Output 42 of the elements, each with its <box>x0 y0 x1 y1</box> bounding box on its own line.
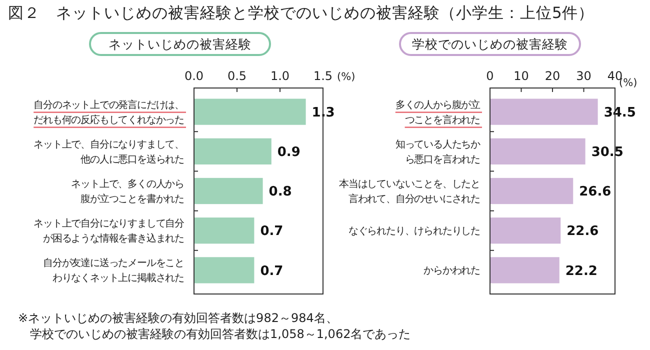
bar <box>490 257 560 284</box>
bar <box>490 218 561 244</box>
chart-subtitle: ネットいじめの被害経験 <box>108 36 252 52</box>
y-tick-label: からかわれた <box>424 266 481 277</box>
data-label: 22.2 <box>565 264 598 279</box>
bar <box>490 98 598 125</box>
y-tick-label: 多くの人から腹が立つことを言われた <box>395 98 481 126</box>
y-tick-label: 知っている人たちから悪口を言われた <box>395 138 481 166</box>
text: ※ネットいじめの被害経験の有効回答者数は982～984名、 <box>18 311 338 325</box>
chart-subtitle: 学校でのいじめの被害経験 <box>412 36 568 52</box>
bar <box>194 138 272 164</box>
x-tick-label: 30 <box>576 69 592 83</box>
data-label: 22.6 <box>566 224 599 240</box>
x-tick-label: 1.0 <box>270 69 290 83</box>
y-tick-label: なぐられたり、けられたりした <box>348 226 481 238</box>
y-tick-label: ネット上で、自分になりすまして、他の人に悪口を送られた <box>34 138 185 166</box>
data-label: 0.8 <box>268 184 292 200</box>
bar <box>194 257 254 284</box>
y-tick-label: ネット上で、多くの人から腹が立つことを書かれた <box>71 178 185 205</box>
y-tick-label: 自分のネット上での発言にだけは、だれも何の反応もしてくれなかった <box>34 98 185 126</box>
bar <box>490 138 586 164</box>
x-tick-label: 10 <box>514 69 529 83</box>
x-tick-label: 0 <box>486 69 494 83</box>
y-tick-label: 本当はしていないことを、したと言われて、自分のせいにされた <box>338 178 481 205</box>
bar <box>194 98 306 125</box>
y-tick-label: ネット上で自分になりすまして自分が困るような情報を書き込まれた <box>34 218 185 245</box>
data-label: 0.7 <box>260 264 284 279</box>
x-axis-title: (%) <box>337 71 356 83</box>
bar <box>490 178 574 204</box>
bar <box>194 178 263 204</box>
x-axis-title: (%) <box>619 77 638 89</box>
y-tick-label: 自分が友達に送ったメールをことわりなくネット上に掲載された <box>42 257 185 284</box>
chart-title: 図２ ネットいじめの被害経験と学校でのいじめの被害経験（小学生：上位5件） <box>8 4 594 22</box>
bar <box>194 218 254 244</box>
data-label: 26.6 <box>579 184 612 200</box>
data-label: 0.9 <box>277 144 300 160</box>
text: 学校でのいじめの被害経験の有効回答者数は1,058～1,062名であった <box>30 327 411 341</box>
x-tick-label: 0.5 <box>227 69 247 83</box>
x-tick-label: 1.5 <box>313 69 333 83</box>
data-label: 0.7 <box>260 224 284 240</box>
x-tick-label: 0.0 <box>184 69 204 83</box>
x-tick-label: 20 <box>544 69 560 83</box>
